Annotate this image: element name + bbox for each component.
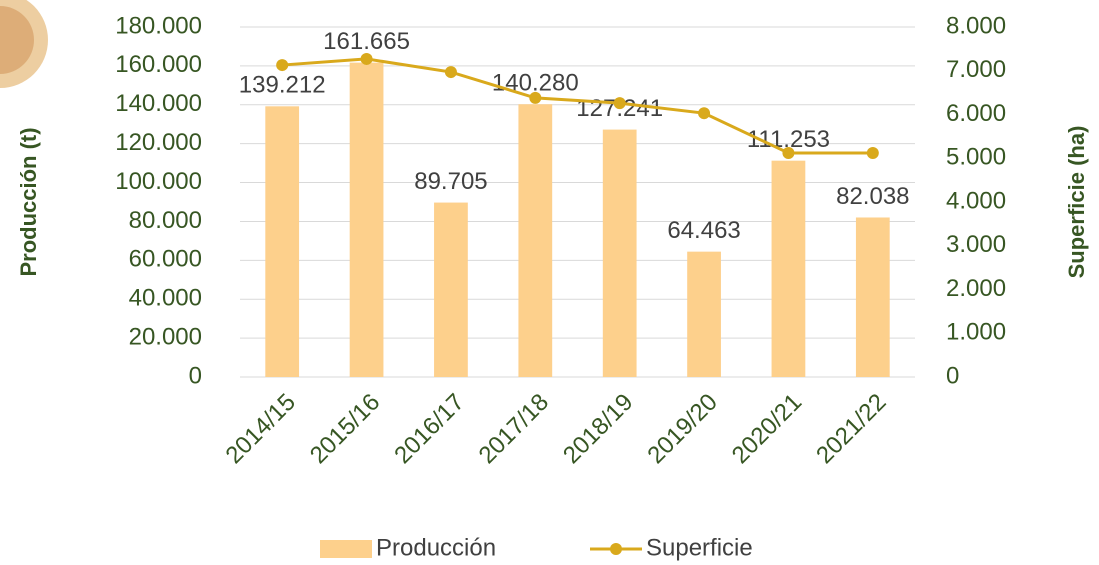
x-tick-label: 2020/21	[727, 389, 807, 469]
data-label: 161.665	[323, 28, 410, 55]
y-tick-label: 40.000	[129, 285, 202, 312]
y2-tick-label: 1.000	[946, 319, 1006, 346]
y-tick-label: 60.000	[129, 246, 202, 273]
y2-axis-title: Superficie (ha)	[1064, 126, 1089, 279]
x-tick-label: 2016/17	[389, 389, 469, 469]
x-tick-label: 2021/22	[811, 389, 891, 469]
y-tick-label: 100.000	[115, 168, 202, 195]
point	[361, 53, 373, 65]
point	[614, 97, 626, 109]
y-axis-title: Producción (t)	[16, 127, 41, 276]
y2-tick-label: 6.000	[946, 100, 1006, 127]
y-tick-label: 80.000	[129, 207, 202, 234]
legend-swatch	[320, 540, 372, 558]
y-tick-label: 180.000	[115, 12, 202, 39]
data-label: 82.038	[836, 183, 909, 210]
bar	[518, 104, 552, 377]
y-tick-label: 140.000	[115, 90, 202, 117]
y2-tick-label: 5.000	[946, 144, 1006, 171]
legend-label: Superficie	[646, 534, 753, 561]
y2-tick-label: 0	[946, 362, 959, 389]
bar	[687, 252, 721, 377]
y-tick-label: 20.000	[129, 323, 202, 350]
bar	[350, 63, 384, 377]
x-tick-label: 2018/19	[558, 389, 638, 469]
y2-tick-label: 7.000	[946, 56, 1006, 83]
point	[698, 107, 710, 119]
point	[529, 92, 541, 104]
y2-tick-label: 2.000	[946, 275, 1006, 302]
chart: Producción (t) Superficie (ha) 0 20.000 40…	[0, 0, 1099, 565]
y-tick-label: 160.000	[115, 51, 202, 78]
x-tick-label: 2017/18	[474, 389, 554, 469]
legend-swatch	[610, 543, 622, 555]
y2-tick-label: 3.000	[946, 231, 1006, 258]
x-tick-label: 2015/16	[305, 389, 385, 469]
point	[782, 147, 794, 159]
data-label: 89.705	[414, 168, 487, 195]
bar	[772, 161, 806, 377]
x-tick-label: 2014/15	[220, 389, 300, 469]
bar	[265, 106, 299, 377]
point	[445, 66, 457, 78]
point	[276, 59, 288, 71]
y-tick-label: 120.000	[115, 129, 202, 156]
x-tick-label: 2019/20	[642, 389, 722, 469]
point	[867, 147, 879, 159]
y-tick-label: 0	[189, 362, 202, 389]
bar	[603, 130, 637, 377]
y2-tick-label: 4.000	[946, 187, 1006, 214]
y2-tick-label: 8.000	[946, 12, 1006, 39]
data-label: 64.463	[667, 217, 740, 244]
data-label: 139.212	[239, 72, 326, 99]
bar	[434, 203, 468, 377]
bar	[856, 217, 890, 377]
legend-label: Producción	[376, 534, 496, 561]
